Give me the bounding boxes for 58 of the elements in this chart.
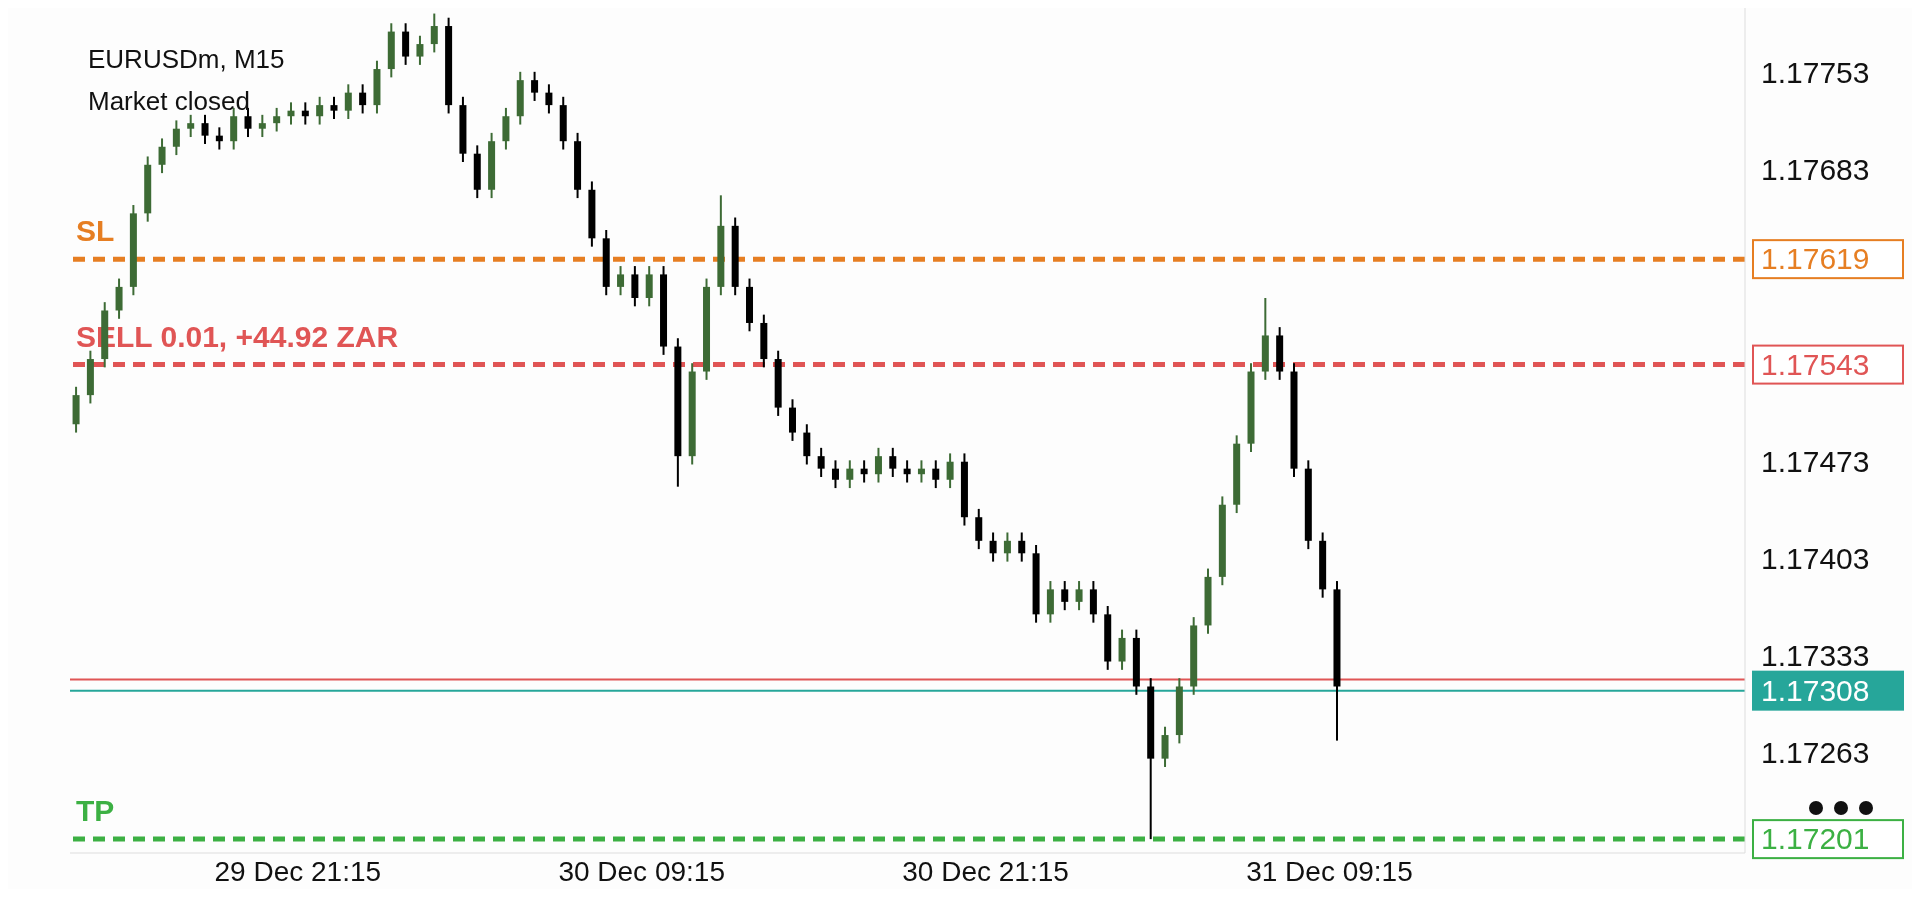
y-tick-label: 1.17308 (1761, 673, 1870, 707)
candlestick (330, 95, 338, 120)
candlestick (172, 119, 180, 157)
x-tick-label: 29 Dec 21:15 (214, 855, 382, 887)
candlestick (889, 446, 897, 478)
candlestick (903, 459, 911, 484)
candlestick (344, 83, 352, 120)
candlestick (846, 459, 854, 490)
text: Market closed (88, 85, 251, 118)
candlestick (545, 83, 553, 115)
candlestick (1018, 531, 1026, 563)
candlestick (989, 531, 997, 563)
x-tick-label: 30 Dec 21:15 (902, 855, 1069, 887)
y-tick-label: 1.17473 (1761, 444, 1870, 478)
candlestick (287, 101, 295, 126)
y-tick-label: 1.17683 (1761, 153, 1870, 187)
ref-line-label: SL (76, 214, 115, 248)
candlestick (1118, 628, 1126, 671)
candlestick (359, 83, 367, 115)
candlestick (803, 423, 811, 466)
ref-line-label: TP (76, 794, 115, 828)
y-tick-label: 1.17619 (1761, 242, 1870, 276)
y-tick-label: 1.17543 (1761, 347, 1870, 381)
candlestick (273, 106, 281, 133)
candlestick (1061, 580, 1069, 612)
candlestick (617, 265, 625, 297)
candlestick (301, 101, 309, 126)
candlestick (817, 446, 825, 478)
y-tick-label: 1.17201 (1761, 822, 1870, 856)
candlestick (187, 113, 195, 139)
text: EURUSDm, M15 (88, 43, 285, 76)
candlestick (631, 265, 639, 308)
y-tick-label: 1.17403 (1761, 541, 1870, 575)
candlestick (831, 459, 839, 490)
candlestick (158, 137, 166, 175)
candlestick (531, 70, 539, 102)
candlestick (1161, 725, 1169, 768)
candlestick (975, 507, 983, 551)
y-tick-label: 1.17753 (1761, 56, 1870, 90)
candlestick (1075, 580, 1083, 612)
candlestick (917, 459, 925, 484)
candlestick (946, 452, 954, 490)
candlestick (215, 126, 223, 151)
candlestick (1003, 531, 1011, 563)
candlestick (201, 113, 209, 145)
candlestick (874, 446, 882, 484)
candlestick (258, 113, 266, 139)
candlestick (860, 459, 868, 484)
candlestick (416, 34, 424, 66)
candlestick (430, 12, 438, 54)
y-tick-label: 1.17263 (1761, 736, 1870, 770)
candlestick (316, 95, 324, 126)
y-tick-label: 1.17333 (1761, 638, 1870, 672)
candlestick (645, 265, 653, 308)
x-tick-label: 31 Dec 09:15 (1246, 855, 1413, 887)
candlestick (932, 459, 940, 490)
x-tick-label: 30 Dec 09:15 (558, 855, 725, 887)
candlestick (115, 277, 123, 320)
